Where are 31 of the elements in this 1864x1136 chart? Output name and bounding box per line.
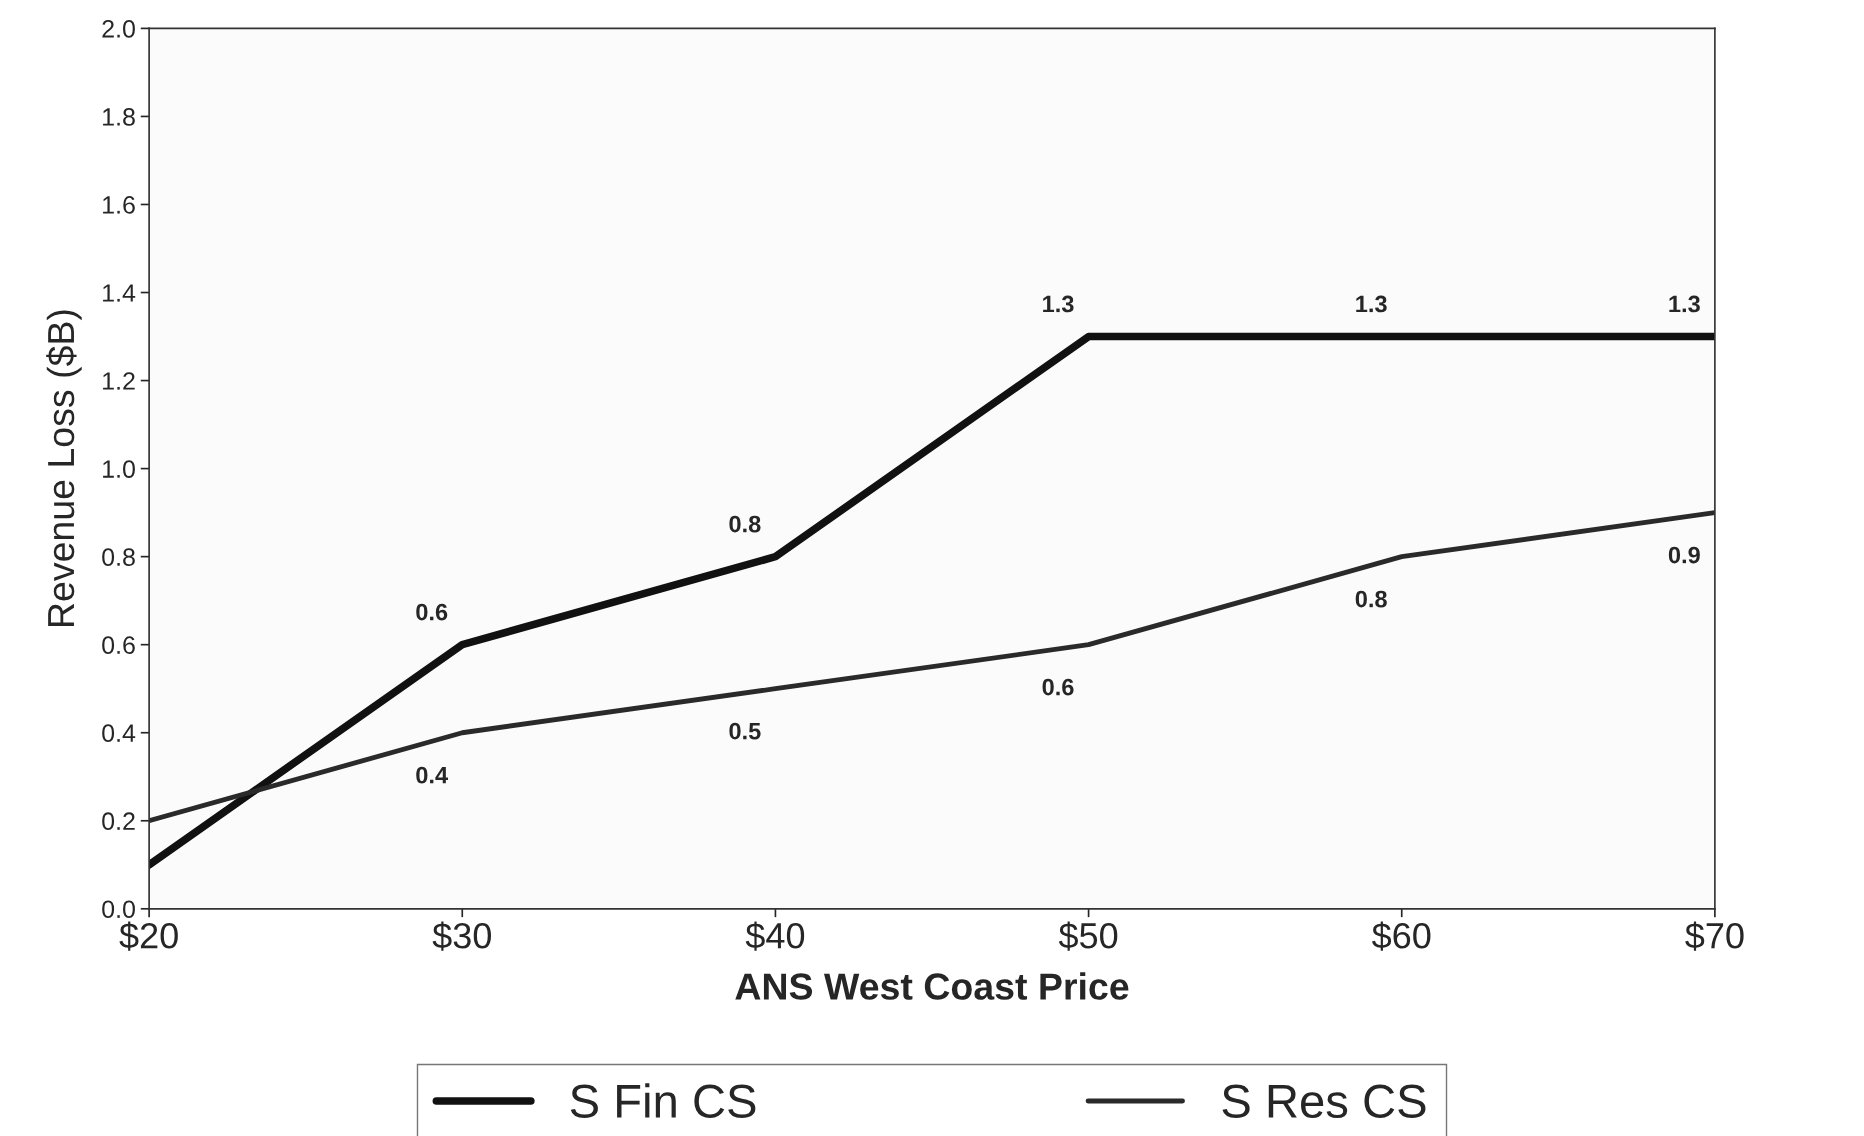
data-label: 0.9 [1668, 546, 1700, 564]
y-tick-label: 1.6 [103, 196, 135, 214]
y-tick-label: 0.0 [102, 900, 135, 919]
data-label: 1.3 [1043, 295, 1074, 313]
y-tick-label: 0.6 [102, 636, 135, 654]
y-tick-label: 1.4 [103, 284, 136, 302]
y-tick-label: 1.0 [103, 460, 135, 478]
y-tick-label: 0.2 [102, 812, 135, 831]
legend-label: S Fin CS [570, 1083, 756, 1119]
y-tick-label: 2.0 [102, 20, 135, 38]
y-tick-label: 1.8 [103, 108, 135, 126]
data-label: 1.3 [1669, 295, 1700, 313]
data-label: 0.6 [416, 603, 448, 621]
data-label: 0.4 [416, 766, 448, 784]
data-label: 0.8 [1355, 590, 1387, 608]
data-label: 1.3 [1356, 295, 1387, 313]
y-tick-label: 1.2 [103, 372, 135, 390]
x-tick-label: $50 [1058, 921, 1118, 951]
y-tick-label: 0.8 [102, 548, 135, 566]
legend-label: S Res CS [1222, 1084, 1426, 1119]
data-label: 0.8 [729, 515, 761, 533]
y-tick-label: 0.4 [102, 724, 136, 743]
x-tick-label: $60 [1372, 921, 1431, 951]
data-label: 0.6 [1042, 678, 1074, 696]
x-tick-label: $40 [745, 921, 805, 951]
x-axis-title: ANS West Coast Price [735, 972, 1129, 1000]
data-label: 0.5 [729, 722, 761, 740]
x-tick-label: $70 [1685, 921, 1744, 951]
x-tick-label: $20 [119, 921, 178, 951]
y-axis-title: Revenue Loss ($B) [46, 310, 82, 627]
x-tick-label: $30 [432, 921, 491, 951]
